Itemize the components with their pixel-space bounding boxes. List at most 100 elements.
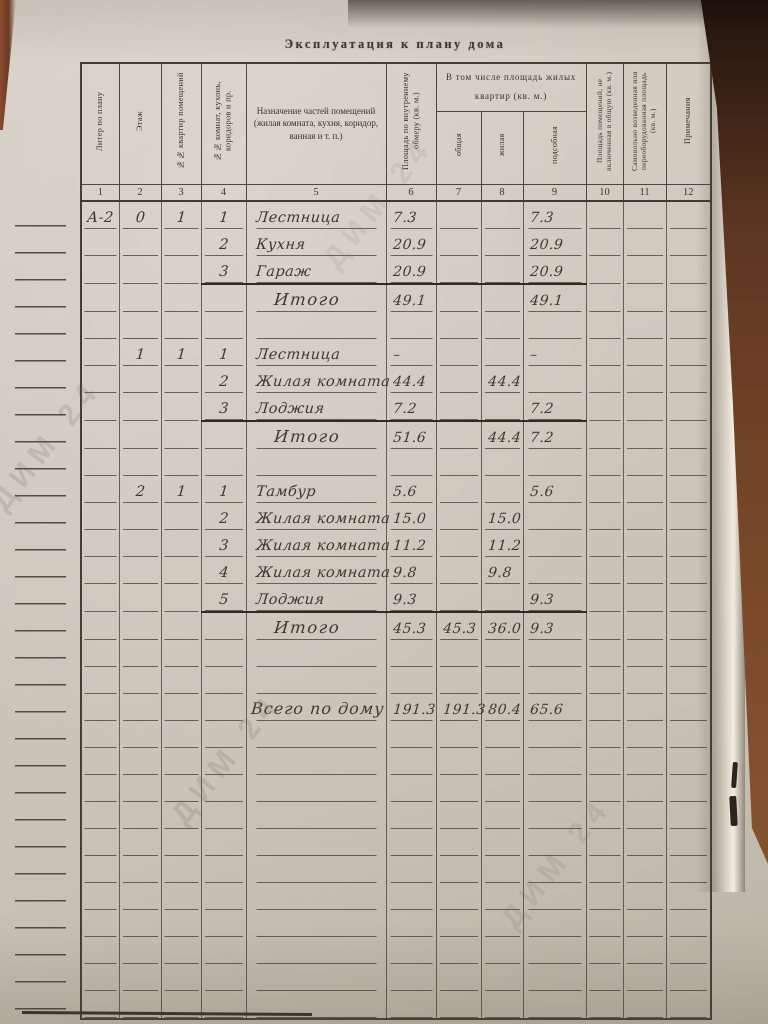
cell-col10 — [585, 530, 624, 557]
handwritten-value: 3 — [218, 401, 230, 417]
cell-col6: 7.3 — [385, 201, 436, 229]
cell-col1 — [80, 829, 119, 856]
cell-col6 — [385, 937, 436, 964]
handwritten-value: 1 — [218, 347, 230, 363]
col-number-2: 2 — [118, 183, 162, 202]
cell-col4: 1 — [200, 201, 246, 229]
handwritten-value — [623, 637, 665, 640]
handwritten-value — [386, 664, 435, 667]
cell-col4 — [200, 883, 246, 910]
cell-col7 — [435, 339, 481, 366]
cell-col4 — [200, 449, 246, 476]
cell-col11 — [622, 312, 667, 339]
cell-col9 — [522, 640, 587, 667]
handwritten-value — [623, 934, 665, 937]
cell-col11 — [622, 584, 667, 612]
cell-col8: 9.8 — [480, 557, 523, 584]
handwritten-value — [586, 390, 622, 393]
handwritten-value — [586, 473, 622, 476]
cell-col7 — [435, 530, 481, 557]
cell-col1 — [80, 393, 119, 421]
handwritten-value — [82, 664, 119, 667]
cell-col2 — [118, 910, 161, 937]
cell-col9: 20.9 — [522, 229, 587, 256]
handwritten-value: 45.3 — [391, 621, 427, 637]
cell-col10 — [585, 339, 624, 366]
table-row: 3 Жилая комната 11.2 11.2 — [80, 530, 712, 557]
cell-col10 — [585, 229, 624, 256]
table-row: 3 Лоджия 7.2 7.2 — [80, 393, 712, 422]
handwritten-value — [246, 934, 385, 937]
handwritten-value — [586, 826, 622, 829]
handwritten-value — [82, 691, 119, 694]
handwritten-value: 1 — [175, 347, 187, 363]
handwritten-value: Итого — [272, 618, 341, 637]
col-number-3: 3 — [160, 183, 202, 202]
handwritten-value — [623, 390, 665, 393]
cell-col9 — [522, 883, 587, 910]
cell-col11 — [622, 910, 667, 937]
handwritten-value — [161, 446, 200, 449]
cell-col2: 2 — [118, 476, 161, 503]
col-header-ne-vklyuchennaya-label: Площадь помещений, не включенная в общую… — [594, 71, 613, 171]
handwritten-value — [586, 609, 622, 612]
handwritten-value — [82, 826, 119, 829]
cell-col2 — [118, 829, 161, 856]
handwritten-value: 1 — [175, 210, 187, 226]
cell-col11 — [622, 802, 667, 829]
table-row — [80, 748, 712, 775]
handwritten-value: 191.3 — [391, 702, 436, 718]
handwritten-value — [586, 446, 622, 449]
handwritten-value: 7.3 — [528, 210, 555, 226]
handwritten-value — [623, 609, 665, 612]
cell-col4 — [200, 802, 246, 829]
handwritten-value — [82, 253, 119, 256]
cell-col8 — [480, 667, 523, 694]
cell-col6 — [385, 829, 436, 856]
table-row: 5 Лоджия 9.3 9.3 — [80, 584, 712, 613]
cell-col2 — [118, 421, 161, 449]
handwritten-value — [623, 1015, 665, 1018]
table-row: А-2 0 1 1 Лестница 7.3 7.3 — [80, 201, 712, 229]
handwritten-value — [119, 581, 160, 584]
cell-col4: 5 — [200, 584, 246, 613]
cell-col6 — [385, 449, 436, 476]
handwritten-value — [623, 446, 665, 449]
handwritten-value — [436, 1015, 480, 1018]
col-header-komnat-label: №№ комнат, кухонь, коридоров и пр. — [213, 81, 233, 162]
cell-col2 — [118, 694, 161, 721]
cell-col10 — [585, 612, 624, 640]
handwritten-value — [623, 309, 665, 312]
handwritten-value — [82, 336, 119, 339]
cell-col7 — [435, 856, 481, 883]
cell-col7 — [435, 393, 481, 422]
handwritten-value — [201, 907, 245, 910]
handwritten-value: 44.4 — [486, 430, 522, 446]
handwritten-value — [436, 280, 480, 283]
cell-col10 — [585, 856, 624, 883]
handwritten-value — [201, 664, 245, 667]
handwritten-value: 20.9 — [528, 237, 564, 253]
table-row: 2 1 1 Тамбур 5.6 5.6 — [80, 476, 712, 503]
cell-col4 — [200, 748, 246, 775]
handwritten-value — [436, 853, 480, 856]
cell-col9: 9.3 — [522, 612, 587, 640]
cell-col10 — [585, 640, 624, 667]
cell-col8 — [480, 883, 523, 910]
cell-col10 — [585, 284, 624, 312]
cell-col5: Лоджия — [245, 393, 386, 422]
handwritten-value — [523, 988, 585, 991]
cell-col10 — [585, 476, 624, 503]
col-header-ploshchad-obmer: Площадь по внутреннему обмеру (кв. м.) — [385, 62, 437, 185]
cell-col8 — [480, 476, 523, 503]
handwritten-value — [119, 554, 160, 557]
handwritten-value — [586, 988, 622, 991]
handwritten-value: 49.1 — [528, 293, 564, 309]
table-row — [80, 312, 712, 339]
handwritten-value — [246, 961, 385, 964]
cell-col2 — [118, 667, 161, 694]
handwritten-value: – — [528, 347, 538, 363]
cell-col4: 1 — [200, 476, 246, 503]
cell-col3 — [160, 910, 201, 937]
handwritten-value — [119, 826, 160, 829]
